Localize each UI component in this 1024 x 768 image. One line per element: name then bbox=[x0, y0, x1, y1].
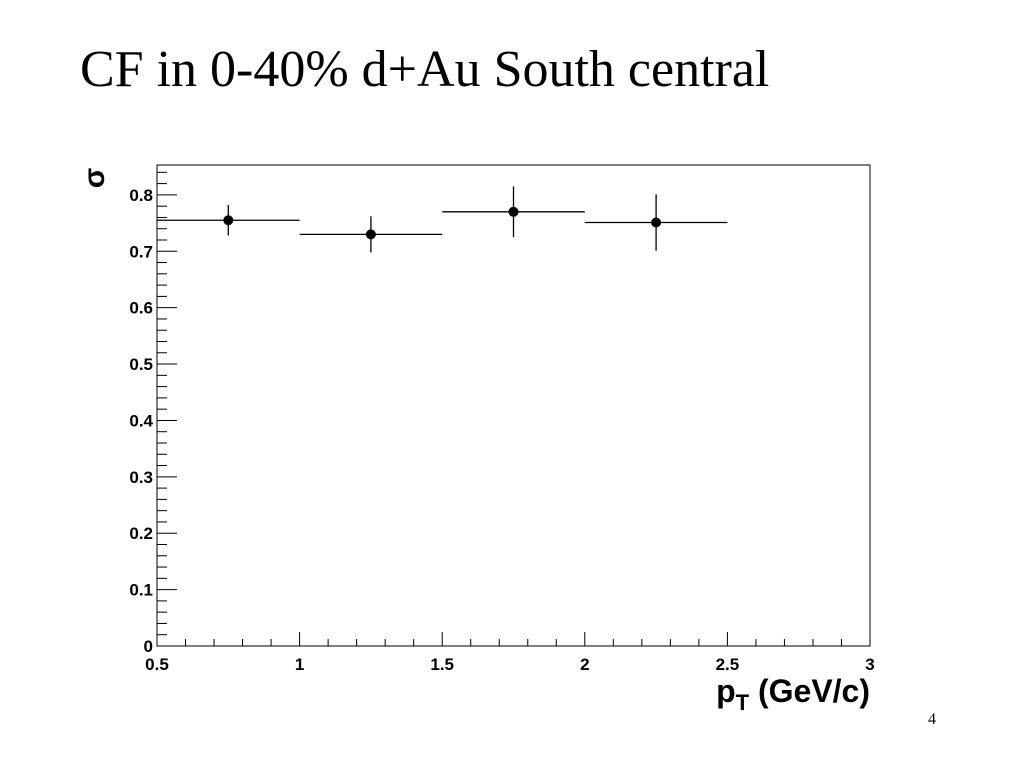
y-tick-label: 0.7 bbox=[129, 242, 153, 261]
x-tick-label: 2.5 bbox=[716, 655, 740, 674]
data-point bbox=[651, 217, 662, 228]
x-label-sub: T bbox=[736, 690, 750, 715]
x-axis-label: pT (GeV/c) bbox=[716, 673, 870, 715]
data-point bbox=[223, 215, 234, 226]
x-tick-label: 0.5 bbox=[145, 655, 169, 674]
y-tick-label: 0.3 bbox=[129, 468, 153, 487]
x-tick-label: 3 bbox=[865, 655, 874, 674]
y-tick-label: 0.5 bbox=[129, 355, 153, 374]
y-tick-label: 0.8 bbox=[129, 186, 153, 205]
y-tick-label: 0.6 bbox=[129, 299, 153, 318]
x-label-rest: (GeV/c) bbox=[749, 673, 870, 709]
slide-title: CF in 0-40% d+Au South central bbox=[80, 41, 769, 98]
y-axis-label: σ bbox=[78, 168, 111, 189]
data-point bbox=[508, 206, 519, 217]
data-point bbox=[365, 229, 376, 240]
y-tick-label: 0.1 bbox=[129, 581, 153, 600]
plot-frame bbox=[156, 164, 871, 647]
y-tick-label: 0.4 bbox=[129, 411, 153, 430]
x-label-main: p bbox=[716, 673, 736, 709]
x-tick-label: 2 bbox=[580, 655, 589, 674]
y-tick-label: 0.2 bbox=[129, 524, 153, 543]
slide-number: 4 bbox=[928, 711, 936, 728]
x-tick-label: 1 bbox=[295, 655, 304, 674]
y-tick-label: 0 bbox=[144, 637, 153, 656]
x-tick-label: 1.5 bbox=[430, 655, 454, 674]
